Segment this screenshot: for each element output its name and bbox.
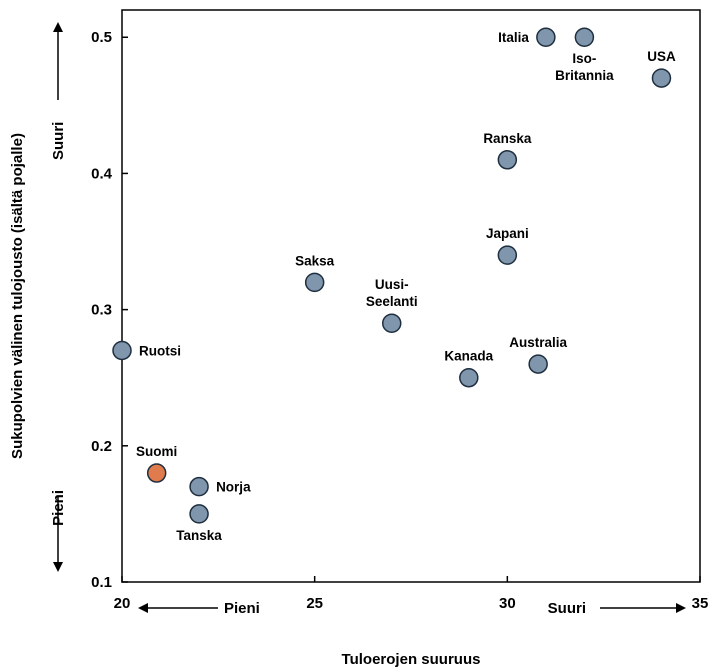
- x-tick-label: 35: [692, 595, 709, 612]
- x-tick-label: 30: [499, 595, 516, 612]
- y-tick-label: 0.1: [91, 574, 112, 591]
- point-label: Kanada: [444, 349, 493, 364]
- data-point-saksa: [304, 272, 325, 293]
- point-label-line: Tanska: [176, 528, 222, 543]
- y-tick-label: 0.4: [91, 165, 113, 182]
- plot-area: [121, 9, 701, 583]
- points-group: Italia Iso- Britannia USA Ranska Japani Saksa U…: [112, 27, 676, 543]
- point-label-line: Uusi-: [375, 277, 409, 292]
- tick-group: 20 25 30 35 0.1 0.2 0.3 0.4 0.5: [91, 29, 708, 612]
- x-axis-title: Tuloerojen suuruus: [342, 651, 481, 668]
- data-point-usa: [651, 68, 672, 88]
- y-tick-label: 0.2: [91, 438, 112, 455]
- data-point-italia: [536, 27, 556, 47]
- data-point-uusi-seelanti: [381, 313, 402, 333]
- point-label-line: Suomi: [136, 444, 177, 459]
- point-label-line: Saksa: [295, 253, 335, 268]
- point-label-line: Italia: [498, 30, 529, 45]
- point-label: Australia: [509, 335, 567, 350]
- point-label: Uusi- Seelanti: [366, 277, 418, 309]
- point-label: USA: [647, 49, 676, 64]
- x-tick-label: 25: [306, 595, 323, 612]
- point-label-line: USA: [647, 49, 676, 64]
- x-low-annotation: Pieni: [224, 600, 260, 617]
- data-point-ruotsi: [112, 340, 132, 361]
- y-tick-label: 0.3: [91, 302, 112, 319]
- data-point-tanska: [189, 504, 209, 524]
- point-label-line: Japani: [486, 226, 529, 241]
- point-label: Suomi: [136, 444, 177, 459]
- point-label-line: Kanada: [444, 349, 493, 364]
- data-point-iso-britannia: [574, 27, 595, 47]
- point-label: Tanska: [176, 528, 222, 543]
- point-label-line: Ruotsi: [139, 343, 181, 358]
- y-high-annotation: Suuri: [50, 122, 67, 160]
- point-label-line: Ranska: [483, 131, 532, 146]
- point-label-line: Britannia: [555, 68, 614, 83]
- data-point-suomi: [146, 463, 167, 483]
- data-point-kanada: [459, 367, 479, 388]
- point-label-line: Iso-: [572, 51, 596, 66]
- x-tick-label: 20: [114, 595, 131, 612]
- y-tick-label: 0.5: [91, 29, 112, 46]
- point-label: Iso- Britannia: [555, 51, 614, 83]
- point-label: Italia: [498, 30, 529, 45]
- data-point-australia: [528, 354, 548, 374]
- point-label-line: Norja: [216, 480, 251, 495]
- data-point-japani: [497, 245, 518, 265]
- point-label: Ruotsi: [139, 343, 181, 358]
- point-label: Japani: [486, 226, 529, 241]
- point-label: Saksa: [295, 253, 335, 268]
- y-axis-title: Sukupolvien välinen tulojousto (isältä p…: [9, 133, 26, 459]
- point-label: Norja: [216, 480, 251, 495]
- point-label-line: Seelanti: [366, 294, 418, 309]
- data-point-norja: [189, 476, 209, 497]
- point-label: Ranska: [483, 131, 532, 146]
- data-point-ranska: [497, 150, 518, 170]
- x-high-annotation: Suuri: [548, 600, 586, 617]
- point-label-line: Australia: [509, 335, 567, 350]
